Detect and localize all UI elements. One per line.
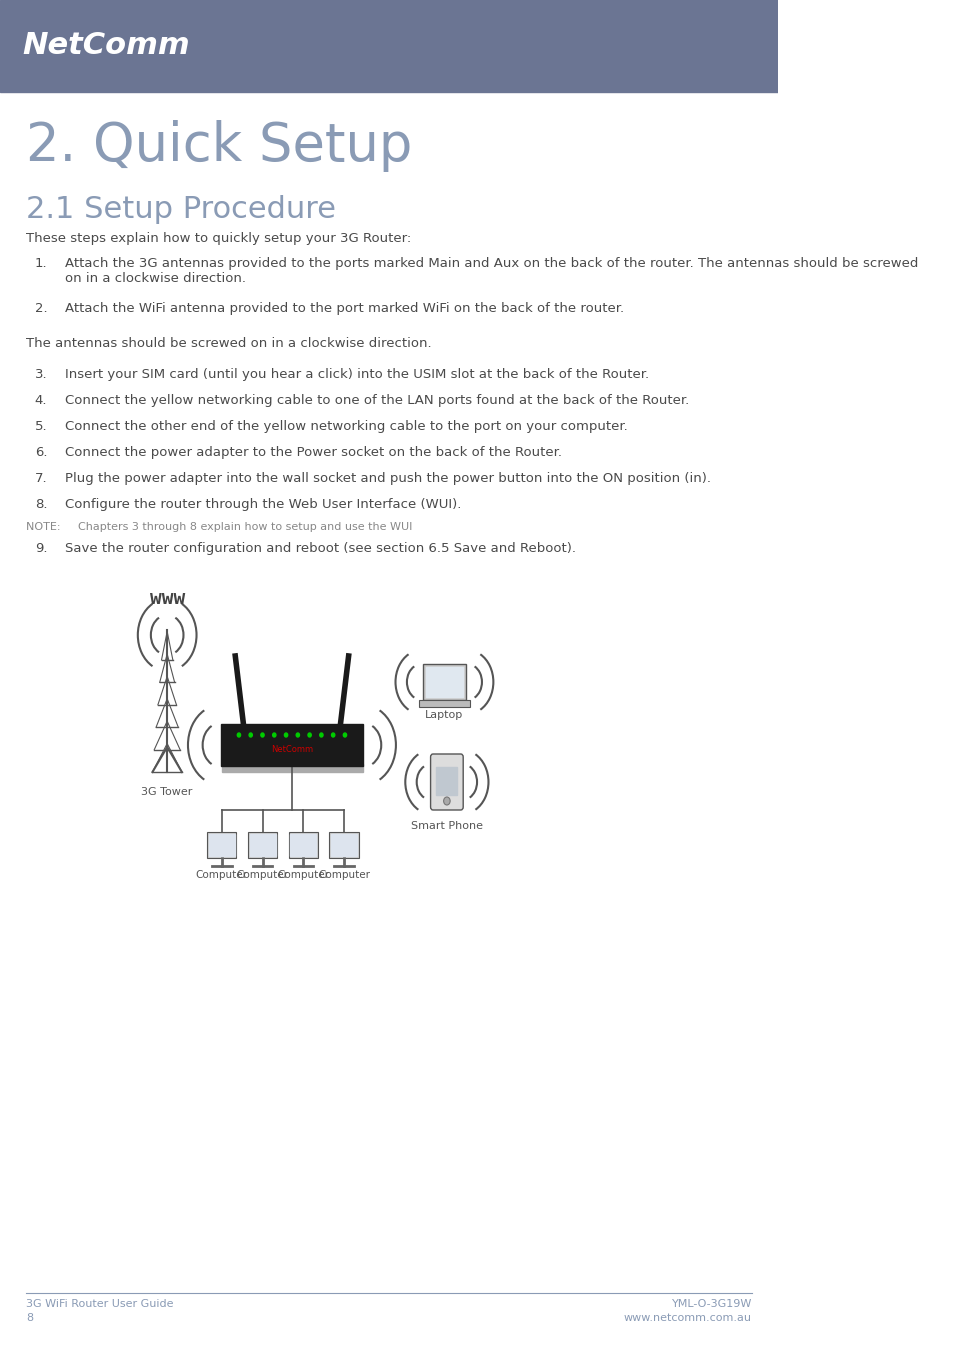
Text: Connect the other end of the yellow networking cable to the port on your compute: Connect the other end of the yellow netw… [65, 420, 627, 433]
Bar [209, 834, 234, 856]
Text: NetComm: NetComm [23, 31, 191, 61]
Circle shape [332, 733, 335, 737]
Text: 8: 8 [26, 1314, 33, 1323]
Text: 2.: 2. [34, 302, 48, 315]
Bar [250, 834, 275, 856]
Circle shape [249, 733, 253, 737]
Bar [436, 767, 457, 795]
Text: Plug the power adapter into the wall socket and push the power button into the O: Plug the power adapter into the wall soc… [65, 472, 711, 485]
Circle shape [319, 733, 323, 737]
Text: 6.: 6. [34, 446, 48, 459]
Bar [222, 764, 363, 772]
Text: Laptop: Laptop [425, 710, 463, 720]
Text: Attach the WiFi antenna provided to the port marked WiFi on the back of the rout: Attach the WiFi antenna provided to the … [65, 302, 623, 315]
Text: NOTE:     Chapters 3 through 8 explain how to setup and use the WUI: NOTE: Chapters 3 through 8 explain how t… [26, 522, 412, 532]
Text: Configure the router through the Web User Interface (WUI).: Configure the router through the Web Use… [65, 498, 461, 512]
Circle shape [260, 733, 264, 737]
Bar [418, 701, 469, 707]
Text: Connect the power adapter to the Power socket on the back of the Router.: Connect the power adapter to the Power s… [65, 446, 561, 459]
Text: 4.: 4. [34, 394, 48, 406]
Circle shape [295, 733, 299, 737]
Text: 1.: 1. [34, 256, 48, 270]
Bar [220, 724, 363, 765]
Circle shape [343, 733, 346, 737]
Bar [289, 832, 317, 859]
Circle shape [237, 733, 240, 737]
Text: YML-O-3G19W: YML-O-3G19W [671, 1299, 751, 1310]
Circle shape [273, 733, 275, 737]
Bar [0, 0, 777, 92]
Text: 8.: 8. [34, 498, 48, 512]
Text: Insert your SIM card (until you hear a click) into the USIM slot at the back of : Insert your SIM card (until you hear a c… [65, 369, 649, 381]
Text: Save the router configuration and reboot (see section 6.5 Save and Reboot).: Save the router configuration and reboot… [65, 541, 576, 555]
Text: 3G Tower: 3G Tower [141, 787, 193, 796]
Bar [248, 832, 277, 859]
Circle shape [443, 796, 450, 805]
Text: 5.: 5. [34, 420, 48, 433]
Text: 3.: 3. [34, 369, 48, 381]
Text: 9.: 9. [34, 541, 48, 555]
Text: 7.: 7. [34, 472, 48, 485]
Text: Attach the 3G antennas provided to the ports marked Main and Aux on the back of : Attach the 3G antennas provided to the p… [65, 256, 918, 285]
Bar [425, 667, 463, 697]
Text: NetComm: NetComm [271, 744, 313, 753]
Text: Computer: Computer [195, 869, 248, 880]
Bar [331, 834, 356, 856]
Text: www: www [150, 589, 185, 608]
Text: The antennas should be screwed on in a clockwise direction.: The antennas should be screwed on in a c… [26, 338, 432, 350]
Text: Connect the yellow networking cable to one of the LAN ports found at the back of: Connect the yellow networking cable to o… [65, 394, 689, 406]
Text: Computer: Computer [317, 869, 370, 880]
Bar [329, 832, 358, 859]
Text: Computer: Computer [236, 869, 289, 880]
Text: 2.1 Setup Procedure: 2.1 Setup Procedure [26, 194, 335, 224]
Text: 3G WiFi Router User Guide: 3G WiFi Router User Guide [26, 1299, 173, 1310]
Text: Computer: Computer [277, 869, 329, 880]
Circle shape [284, 733, 288, 737]
Bar [290, 834, 316, 856]
FancyBboxPatch shape [430, 755, 463, 810]
Text: These steps explain how to quickly setup your 3G Router:: These steps explain how to quickly setup… [26, 232, 411, 244]
Text: Smart Phone: Smart Phone [411, 821, 482, 832]
Bar [423, 664, 465, 701]
Bar [207, 832, 236, 859]
Text: 2. Quick Setup: 2. Quick Setup [26, 120, 412, 171]
Text: www.netcomm.com.au: www.netcomm.com.au [623, 1314, 751, 1323]
Circle shape [308, 733, 311, 737]
